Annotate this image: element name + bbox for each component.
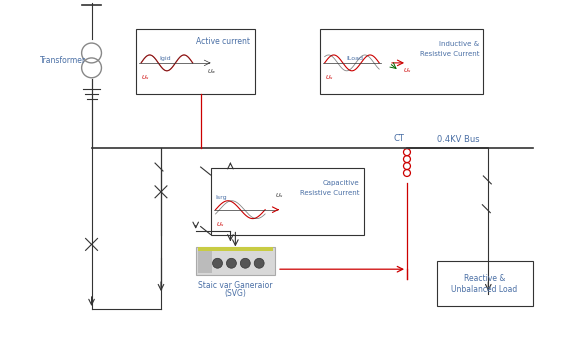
Text: Resistive Current: Resistive Current — [300, 190, 359, 196]
FancyBboxPatch shape — [196, 247, 275, 275]
Text: $U_s$: $U_s$ — [141, 73, 150, 82]
FancyBboxPatch shape — [320, 29, 483, 94]
Text: Staic var Ganeraior: Staic var Ganeraior — [198, 281, 273, 290]
FancyBboxPatch shape — [198, 247, 273, 251]
Circle shape — [254, 258, 264, 268]
FancyBboxPatch shape — [198, 251, 211, 273]
Text: $U_a$: $U_a$ — [207, 67, 216, 76]
Text: Reactive &: Reactive & — [464, 274, 505, 282]
Text: $U_s$: $U_s$ — [325, 73, 333, 82]
Text: $U_s$: $U_s$ — [275, 191, 284, 200]
Circle shape — [212, 258, 223, 268]
Text: 0.4KV Bus: 0.4KV Bus — [437, 135, 479, 144]
Text: Unbalanced Load: Unbalanced Load — [451, 285, 518, 293]
Text: ILoad: ILoad — [346, 56, 364, 61]
Text: Inductive &: Inductive & — [439, 41, 479, 47]
FancyBboxPatch shape — [437, 261, 533, 306]
Text: $U_s$: $U_s$ — [216, 220, 224, 228]
Text: $U_s$: $U_s$ — [403, 66, 412, 75]
Text: Isrg: Isrg — [216, 195, 227, 200]
Text: Transformer: Transformer — [40, 56, 86, 65]
FancyBboxPatch shape — [136, 29, 255, 94]
Circle shape — [226, 258, 237, 268]
FancyBboxPatch shape — [211, 168, 364, 236]
Text: CT: CT — [393, 134, 404, 143]
Text: (SVG): (SVG) — [224, 289, 246, 298]
Text: Igid: Igid — [159, 56, 171, 61]
Text: Active current: Active current — [196, 37, 250, 46]
Text: Resistive Current: Resistive Current — [420, 51, 479, 57]
Circle shape — [241, 258, 250, 268]
Text: Capacitive: Capacitive — [323, 180, 359, 186]
